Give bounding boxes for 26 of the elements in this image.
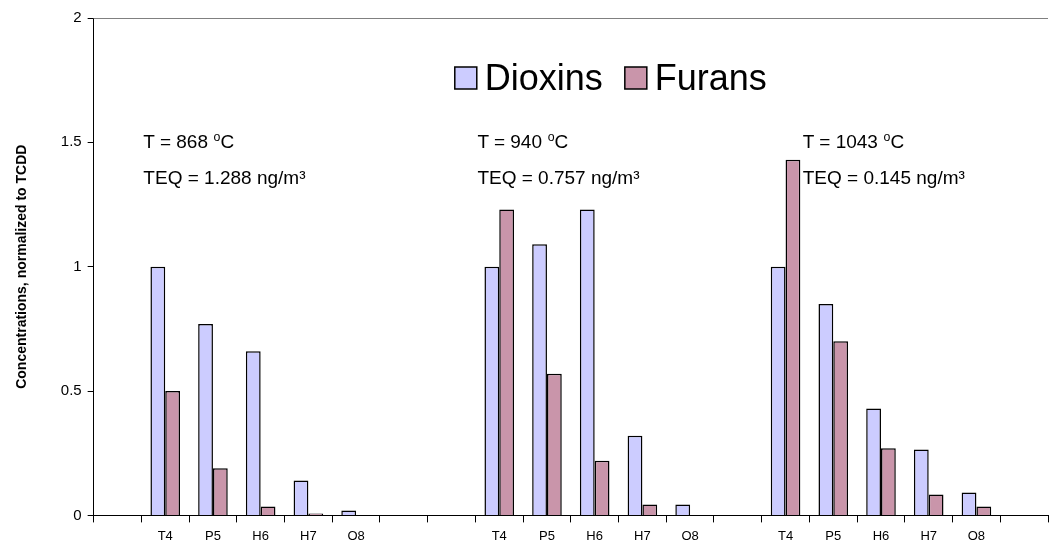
x-tick-label: O8 [681,527,699,543]
x-tick-label: H7 [920,527,938,543]
y-axis-title: Concentrations, normalized to TCDD [13,144,30,389]
x-tick-label: H6 [252,527,269,543]
x-tick-label: T4 [777,527,794,543]
x-tick-label: H7 [634,527,651,543]
legend-label: Dioxins [484,56,603,98]
y-tick-label: 1 [73,256,82,274]
y-tick-label: 0 [73,505,82,523]
x-tick-label: T4 [157,527,173,543]
legend-label: Furans [654,56,767,98]
x-tick-label: T4 [491,527,507,543]
x-tick-label: H6 [586,527,603,543]
annotation: TEQ = 0.145 ng/m³ [802,167,965,189]
x-tick-label: H6 [872,527,890,543]
annotation: TEQ = 0.757 ng/m³ [477,167,640,189]
x-tick-label: P5 [825,527,842,543]
x-tick-label: H7 [300,527,317,543]
x-tick-label: P5 [204,527,221,543]
annotation: TEQ = 1.288 ng/m³ [143,167,306,189]
y-tick-label: 2 [73,8,82,26]
y-tick-label: 1.5 [60,132,82,150]
x-tick-label: O8 [347,527,365,543]
x-tick-label: P5 [539,527,555,543]
y-tick-label: 0.5 [60,381,82,399]
x-tick-label: O8 [967,527,986,543]
